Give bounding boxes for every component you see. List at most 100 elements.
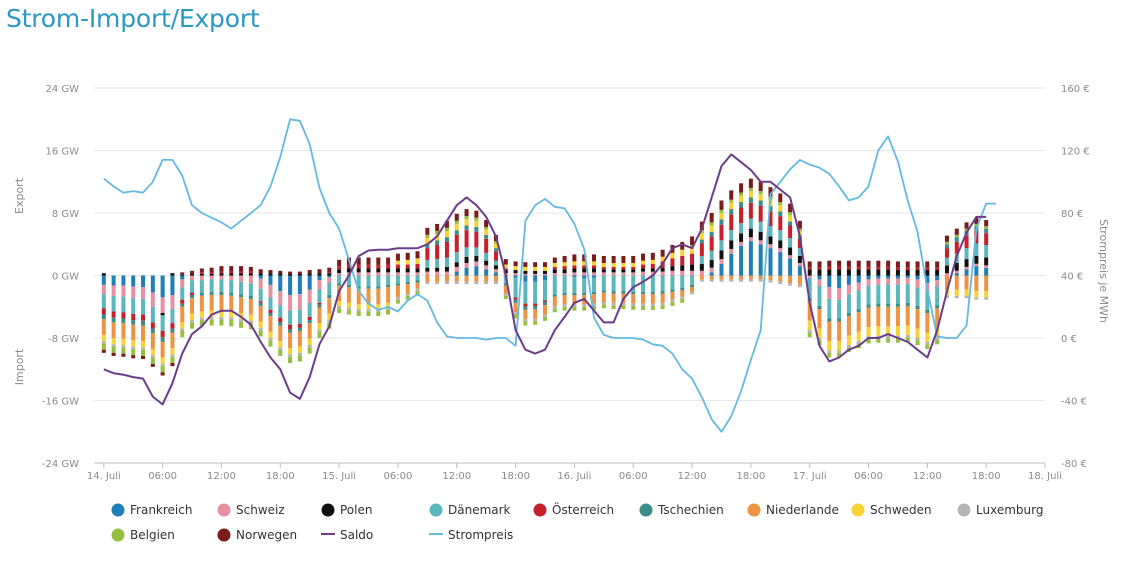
bar-segment-niederlande xyxy=(513,302,518,313)
bar-segment-luxemburg xyxy=(846,345,851,348)
bar-segment-polen xyxy=(709,259,714,268)
bar-segment-österreich xyxy=(131,313,136,321)
bar-segment-norwegen xyxy=(101,349,106,353)
bar-segment-schweiz xyxy=(278,291,283,306)
bar-segment-schweiz xyxy=(131,286,136,299)
bar-segment-tschechien xyxy=(631,291,636,295)
bar-segment-frankreich xyxy=(150,275,155,293)
legend-item-niederlande[interactable]: Niederlande xyxy=(747,503,839,517)
bar-segment-norwegen xyxy=(562,255,567,263)
bar-segment-belgien xyxy=(111,346,116,353)
legend-item-tschechien[interactable]: Tschechien xyxy=(639,503,724,517)
bar-segment-belgien xyxy=(582,306,587,311)
bar-segment-niederlande xyxy=(258,305,263,322)
bar-segment-schweiz xyxy=(160,297,165,313)
bar-segment-norwegen xyxy=(905,261,910,268)
bar-segment-österreich xyxy=(346,264,351,269)
bar-segment-österreich xyxy=(425,248,430,260)
y-label-import: Import xyxy=(13,348,26,385)
bar-segment-österreich xyxy=(366,264,371,269)
bar-segment-schweden xyxy=(484,229,489,235)
bar-segment-österreich xyxy=(876,266,881,270)
legend-item-schweiz[interactable]: Schweiz xyxy=(217,503,285,517)
bar-segment-dänemark xyxy=(278,305,283,318)
bar-segment-norwegen xyxy=(219,266,224,272)
bar-segment-österreich xyxy=(199,272,204,274)
bar-segment-dänemark xyxy=(317,289,322,303)
bar-segment-luxemburg xyxy=(699,279,704,282)
bar-segment-luxemburg xyxy=(788,283,793,286)
bar-segment-niederlande xyxy=(209,295,214,311)
bar-segment-polen xyxy=(954,263,959,271)
bar-segment-schweiz xyxy=(954,270,959,274)
bar-segment-dänemark xyxy=(739,223,744,234)
bar-segment-dänemark xyxy=(268,297,273,310)
bar-segment-norwegen xyxy=(150,363,155,367)
bar-segment-polen xyxy=(405,268,410,273)
bar-segment-belgien xyxy=(209,319,214,326)
bar-segment-dänemark xyxy=(915,287,920,306)
bar-segment-norwegen xyxy=(631,255,636,263)
bar-segment-niederlande xyxy=(964,275,969,290)
bar-segment-niederlande xyxy=(974,275,979,292)
bar-segment-norwegen xyxy=(866,260,871,267)
legend-item-norwegen[interactable]: Norwegen xyxy=(217,528,298,542)
legend-item-österreich[interactable]: Österreich xyxy=(533,501,615,517)
legend-item-frankreich[interactable]: Frankreich xyxy=(111,503,193,517)
bar-segment-polen xyxy=(376,268,381,273)
bar-segment-dänemark xyxy=(131,298,136,314)
legend-item-luxemburg[interactable]: Luxemburg xyxy=(957,503,1044,517)
bar-segment-österreich xyxy=(327,272,332,274)
bar-segment-luxemburg xyxy=(739,279,744,282)
legend-item-strompreis[interactable]: Strompreis xyxy=(429,528,513,542)
bar-segment-schweden xyxy=(758,194,763,201)
bar-segment-norwegen xyxy=(121,353,126,357)
left-axis-ticks: 24 GW 16 GW 8 GW 0 GW -8 GW -16 GW -24 GW xyxy=(42,84,79,470)
bar-segment-luxemburg xyxy=(386,307,391,310)
bar-segment-dänemark xyxy=(837,299,842,319)
bar-segment-dänemark xyxy=(229,280,234,293)
bar-segment-niederlande xyxy=(395,285,400,298)
legend-item-saldo[interactable]: Saldo xyxy=(321,528,373,542)
bar-segment-schweden xyxy=(268,331,273,338)
bar-segment-luxemburg xyxy=(444,281,449,285)
bar-segment-tschechien xyxy=(954,237,959,242)
bar-segment-niederlande xyxy=(827,321,832,342)
legend-item-schweden[interactable]: Schweden xyxy=(851,503,932,517)
bar-segment-schweiz xyxy=(327,277,332,283)
bar-segment-tschechien xyxy=(141,320,146,326)
bar-segment-tschechien xyxy=(984,228,989,234)
bar-segment-tschechien xyxy=(690,284,695,288)
bar-segment-norwegen xyxy=(170,363,175,367)
bar-segment-österreich xyxy=(141,314,146,321)
bar-segment-tschechien xyxy=(572,292,577,296)
bar-segment-frankreich xyxy=(748,241,753,276)
bar-segment-schweiz xyxy=(376,272,381,276)
bar-segment-luxemburg xyxy=(111,344,116,347)
bar-segment-schweiz xyxy=(601,272,606,276)
bar-segment-schweiz xyxy=(964,266,969,270)
bar-segment-schweiz xyxy=(209,275,214,280)
legend-item-dänemark[interactable]: Dänemark xyxy=(429,503,511,517)
legend[interactable]: Frankreich Schweiz Polen Dänemark Österreich… xyxy=(111,501,1044,542)
bar-segment-niederlande xyxy=(288,332,293,349)
bar-segment-polen xyxy=(905,270,910,276)
bar-segment-tschechien xyxy=(337,283,342,286)
legend-item-belgien[interactable]: Belgien xyxy=(111,528,175,542)
bar-segment-schweiz xyxy=(807,275,812,278)
bar-segment-schweden xyxy=(690,247,695,254)
bar-segment-belgien xyxy=(405,295,410,300)
bar-segment-tschechien xyxy=(346,284,351,288)
legend-item-polen[interactable]: Polen xyxy=(321,503,373,517)
bar-segment-tschechien xyxy=(601,290,606,293)
bar-segment-norwegen xyxy=(886,260,891,267)
bar-segment-österreich xyxy=(405,264,410,269)
bar-segment-niederlande xyxy=(239,297,244,313)
bar-segment-tschechien xyxy=(160,337,165,342)
bar-segment-österreich xyxy=(523,303,528,307)
right-tick-label: 120 € xyxy=(1061,147,1090,158)
bar-segment-norwegen xyxy=(278,270,283,274)
bar-segment-dänemark xyxy=(572,277,577,293)
bar-segment-luxemburg xyxy=(513,312,518,315)
bar-segment-niederlande xyxy=(121,323,126,339)
